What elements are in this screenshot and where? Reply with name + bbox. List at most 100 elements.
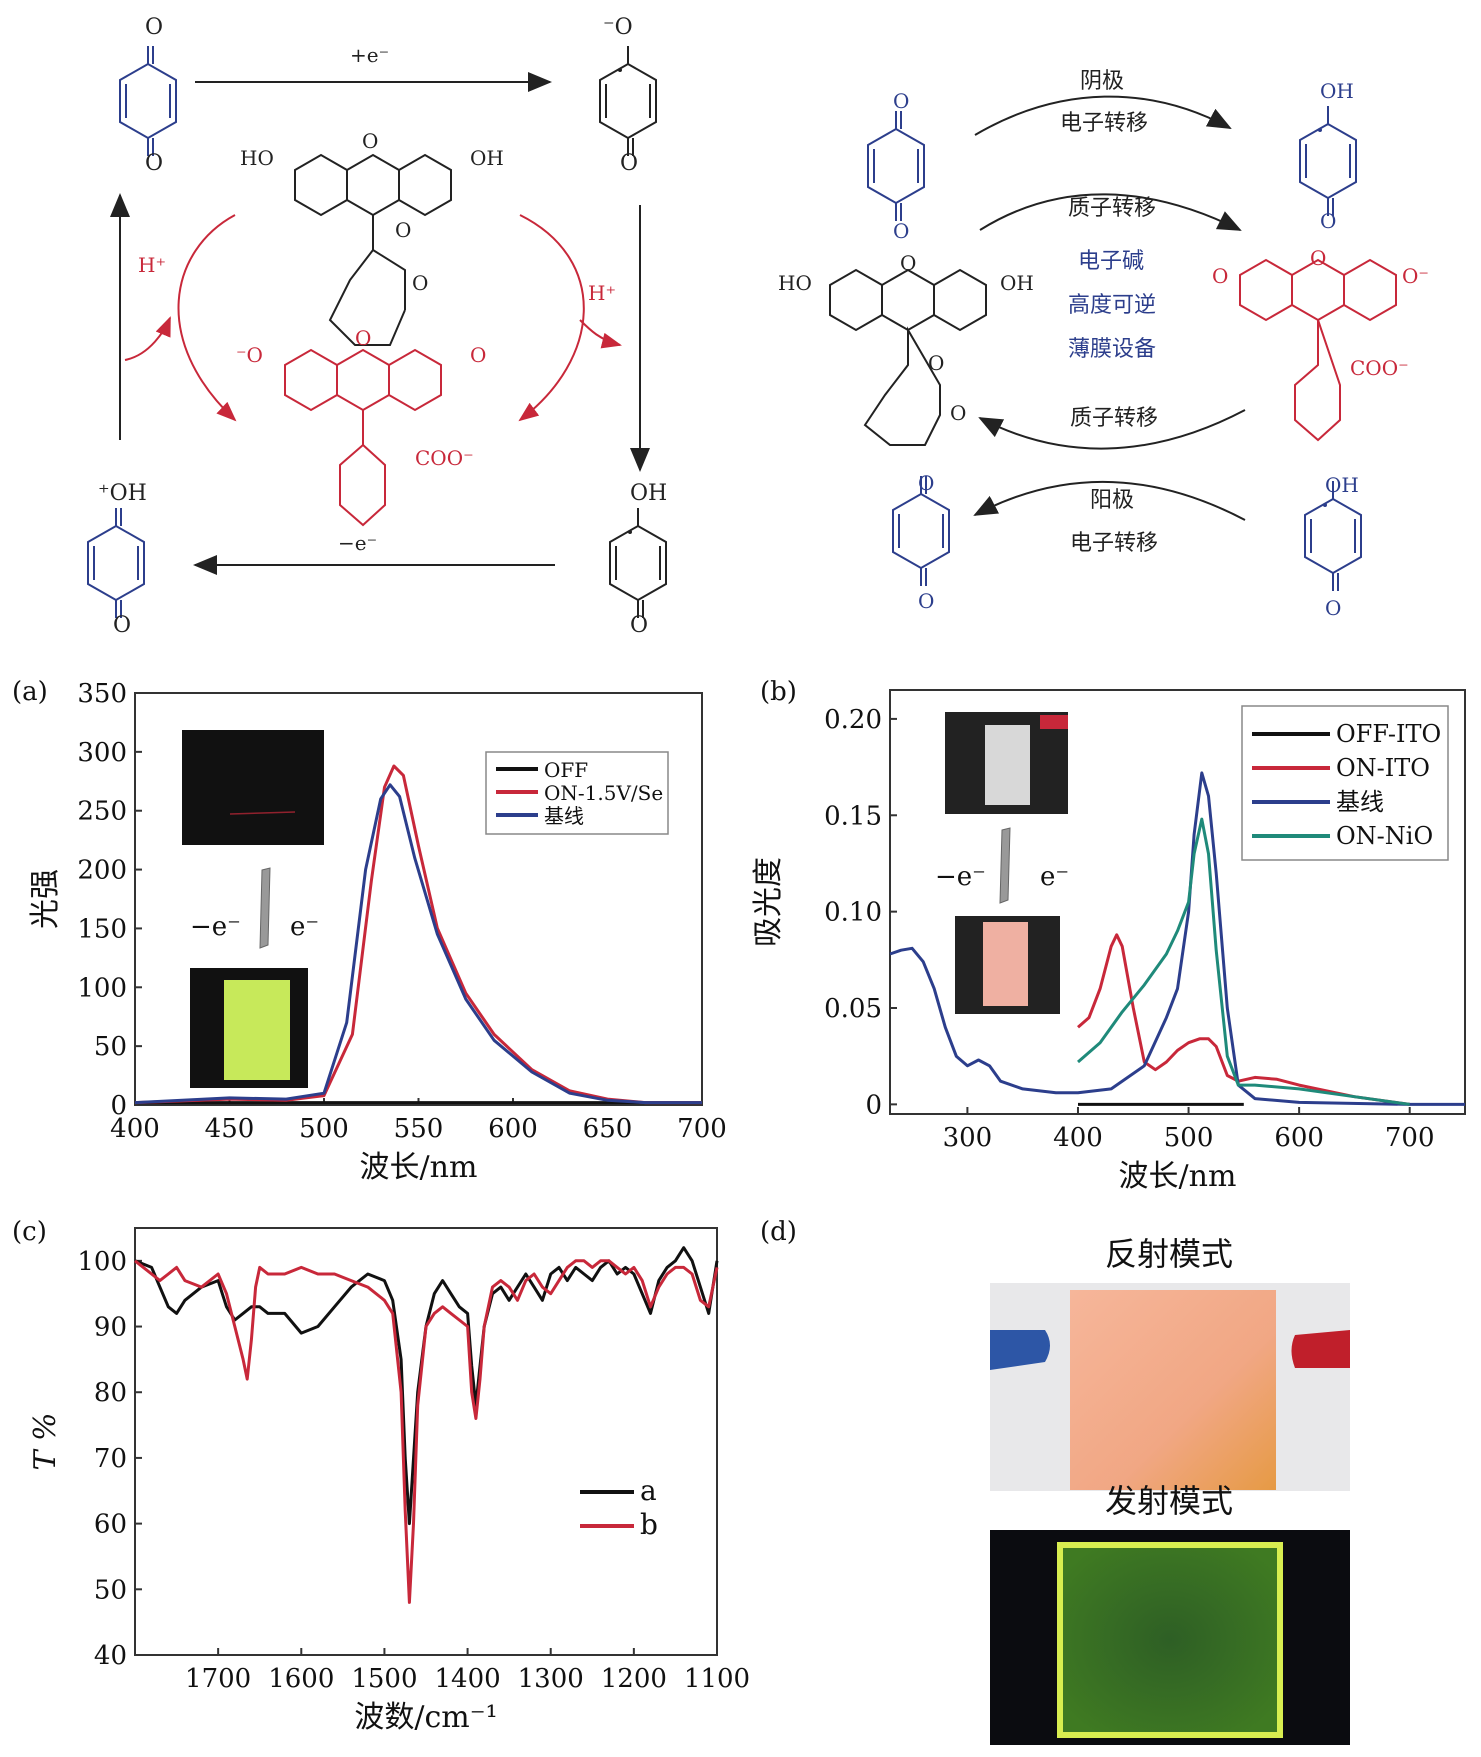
r-quinone-top-o1: O (893, 89, 909, 113)
fluorescein-lactone (294, 153, 452, 346)
y-tick-label: 40 (94, 1641, 127, 1671)
r-fluorescein-o-carbonyl: O (950, 401, 966, 425)
y-tick-label: 100 (77, 973, 127, 1003)
y-axis-label: 光强 (28, 869, 63, 929)
legend-label: 基线 (1336, 788, 1384, 816)
series-line-a (134, 1246, 719, 1526)
semiquinone-anion (599, 46, 657, 156)
r-radical-bottom-oh: OH (1325, 473, 1359, 497)
label-cathode: 阴极 (1080, 69, 1124, 94)
y-tick-label: 60 (94, 1510, 127, 1540)
label-pt-bottom: 质子转移 (1070, 406, 1158, 431)
y-tick-label: 150 (77, 914, 127, 944)
arc-pt-bottom (978, 409, 1246, 450)
y-tick-label: 90 (94, 1313, 127, 1343)
r-quinone-bottom (892, 476, 950, 586)
inset-a-device (259, 867, 271, 949)
y-tick-label: 200 (77, 856, 127, 886)
x-tick-label: 400 (110, 1114, 160, 1144)
y-tick-label: 300 (77, 738, 127, 768)
arc-pt-top (979, 193, 1242, 231)
emit-mode-label: 发射模式 (1105, 1482, 1233, 1520)
inset-a-glow (224, 980, 290, 1080)
radical-o: O (630, 613, 648, 638)
y-axis-label: T % (28, 1412, 63, 1470)
fluorescein-ho: HO (240, 146, 274, 170)
center-line-3: 薄膜设备 (1068, 337, 1156, 362)
scheme-right: 阴极 电子转移 质子转移 电子碱 高度可逆 薄膜设备 质子转移 阳极 电子转移 … (778, 69, 1429, 620)
label-h-right: H⁺ (588, 281, 616, 305)
label-pt-top: 质子转移 (1068, 196, 1156, 221)
y-tick-label: 100 (77, 1247, 127, 1277)
y-tick-label: 80 (94, 1378, 127, 1408)
dianion-o-ring: O (355, 326, 371, 350)
label-et-top: 电子转移 (1060, 111, 1148, 136)
x-tick-label: 1400 (434, 1664, 500, 1694)
x-tick-label: 1100 (684, 1664, 750, 1694)
radical-oh: OH (630, 481, 667, 506)
label-h-left: H⁺ (138, 253, 166, 277)
r-dianion-o-minus: O⁻ (1402, 264, 1429, 288)
x-tick-label: 450 (205, 1114, 255, 1144)
r-radical-top-oh: OH (1320, 79, 1354, 103)
arc-anode (973, 480, 1246, 521)
protonated-o: O (113, 613, 131, 638)
label-plus-e: +e⁻ (350, 43, 389, 67)
legend-label: b (640, 1508, 658, 1541)
series-line-ON-ITO (1077, 933, 1410, 1106)
r-dianion-coo: COO⁻ (1350, 356, 1409, 380)
x-tick-label: 1600 (268, 1664, 334, 1694)
r-radical-bottom (1304, 481, 1362, 591)
panel-label-a: (a) (12, 677, 48, 707)
reflect-mode-label: 反射模式 (1105, 1235, 1233, 1273)
y-tick-label: 350 (77, 679, 127, 709)
label-anode: 阳极 (1090, 488, 1134, 513)
x-tick-label: 400 (1053, 1123, 1103, 1153)
x-tick-label: 600 (1274, 1123, 1324, 1153)
plot-frame (889, 689, 1466, 1115)
y-tick-label: 0 (865, 1090, 882, 1120)
x-tick-label: 650 (583, 1114, 633, 1144)
r-radical-top (1299, 106, 1357, 216)
x-axis-label: 波长/nm (360, 1150, 478, 1185)
dianion-o-minus: ⁻O (236, 343, 263, 367)
inset-b-device (999, 827, 1011, 904)
quinone-bottom-o: O (145, 151, 163, 176)
center-line-1: 电子碱 (1078, 249, 1144, 274)
r-quinone-bottom-o2: O (918, 589, 934, 613)
r-fluorescein-o-ring: O (900, 251, 916, 275)
x-tick-label: 300 (943, 1123, 993, 1153)
x-tick-label: 600 (488, 1114, 538, 1144)
y-tick-label: 50 (94, 1575, 127, 1605)
r-fluorescein-oh: OH (1000, 271, 1034, 295)
chart-a: 400 450 500 550 600 650 700 0 50 100 150 200 250 300 3… (28, 679, 727, 1185)
chart-b: 300 400 500 600 700 0 0.05 0.10 0.15 0.20 波长/nm 吸光度… (751, 689, 1466, 1194)
reflect-right-electrode (1291, 1330, 1350, 1368)
semiquinone-o: O (620, 151, 638, 176)
protonated-oh-plus: ⁺OH (98, 481, 147, 506)
series-line-基线 (889, 771, 1465, 1106)
reflect-film (1070, 1290, 1276, 1490)
red-arrow-left-small (124, 316, 171, 361)
label-minus-e: −e⁻ (338, 531, 377, 555)
r-quinone-top (867, 111, 925, 221)
fluorescein-o-carbonyl: O (412, 271, 428, 295)
inset-b: −e⁻ e⁻ (935, 712, 1069, 1014)
r-dianion-o: O (1212, 264, 1228, 288)
r-dianion-o-ring: O (1310, 246, 1326, 270)
x-tick-label: 500 (1164, 1123, 1214, 1153)
r-radical-bottom-o: O (1325, 596, 1341, 620)
inset-a-minus-e: −e⁻ (190, 912, 241, 942)
y-tick-label: 0.10 (824, 898, 882, 928)
panel-label-d: (d) (760, 1217, 797, 1247)
red-arrow-right (518, 214, 585, 422)
r-quinone-bottom-o1: O (918, 471, 934, 495)
x-tick-label: 700 (1385, 1123, 1435, 1153)
y-tick-label: 0.15 (824, 801, 882, 831)
r-radical-top-o: O (1320, 209, 1336, 233)
scheme-left: O O +e⁻ ⁻O O H⁺ −e⁻ (87, 15, 667, 638)
legend-label: ON-ITO (1336, 754, 1430, 782)
dianion-coo: COO⁻ (415, 446, 474, 470)
x-axis-label: 波数/cm⁻¹ (354, 1700, 497, 1735)
